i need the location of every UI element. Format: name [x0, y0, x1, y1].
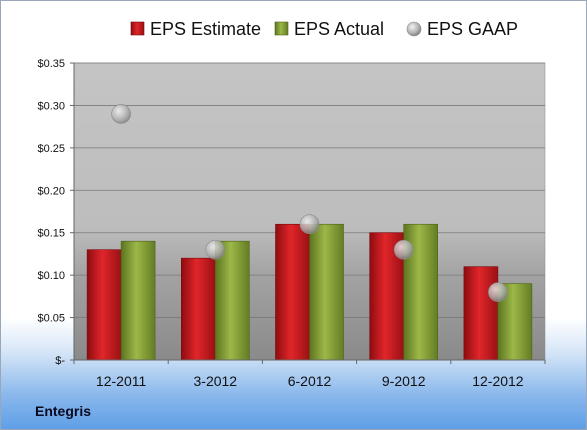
marker-eps-gaap [488, 282, 508, 302]
x-tick-label: 3-2012 [194, 373, 238, 389]
bar-eps-estimate [181, 257, 216, 361]
legend-label: EPS GAAP [427, 19, 518, 39]
bar-eps-estimate [463, 266, 499, 361]
x-tick-label: 9-2012 [382, 373, 426, 389]
x-tick-label: 12-2011 [96, 373, 147, 389]
legend-label: EPS Estimate [150, 19, 261, 39]
y-tick-label: $0.20 [37, 185, 65, 197]
y-tick-label: $0.25 [37, 143, 65, 155]
marker-eps-gaap [111, 104, 131, 124]
y-tick-label: $0.10 [37, 270, 65, 282]
x-tick-label: 6-2012 [288, 373, 332, 389]
bar-eps-actual [215, 240, 250, 361]
bar-eps-estimate [275, 223, 310, 361]
y-tick-label: $- [55, 355, 65, 367]
bar-eps-estimate [86, 249, 122, 361]
bar-eps-actual [120, 240, 156, 361]
legend-label: EPS Actual [294, 19, 384, 39]
marker-eps-gaap [393, 239, 414, 260]
y-tick-label: $0.30 [37, 100, 65, 112]
legend-swatch-eps-estimate [130, 21, 145, 36]
y-tick-label: $0.35 [37, 58, 65, 70]
marker-eps-gaap [299, 214, 320, 235]
y-tick-label: $0.15 [37, 228, 65, 240]
company-name: Entegris [35, 403, 92, 419]
legend-swatch-eps-gaap [406, 21, 422, 37]
bar-eps-actual [309, 223, 344, 361]
x-tick-label: 12-2012 [472, 373, 524, 389]
marker-eps-gaap [205, 239, 226, 260]
y-tick-label: $0.05 [37, 313, 65, 325]
legend-swatch-eps-actual [274, 21, 289, 36]
